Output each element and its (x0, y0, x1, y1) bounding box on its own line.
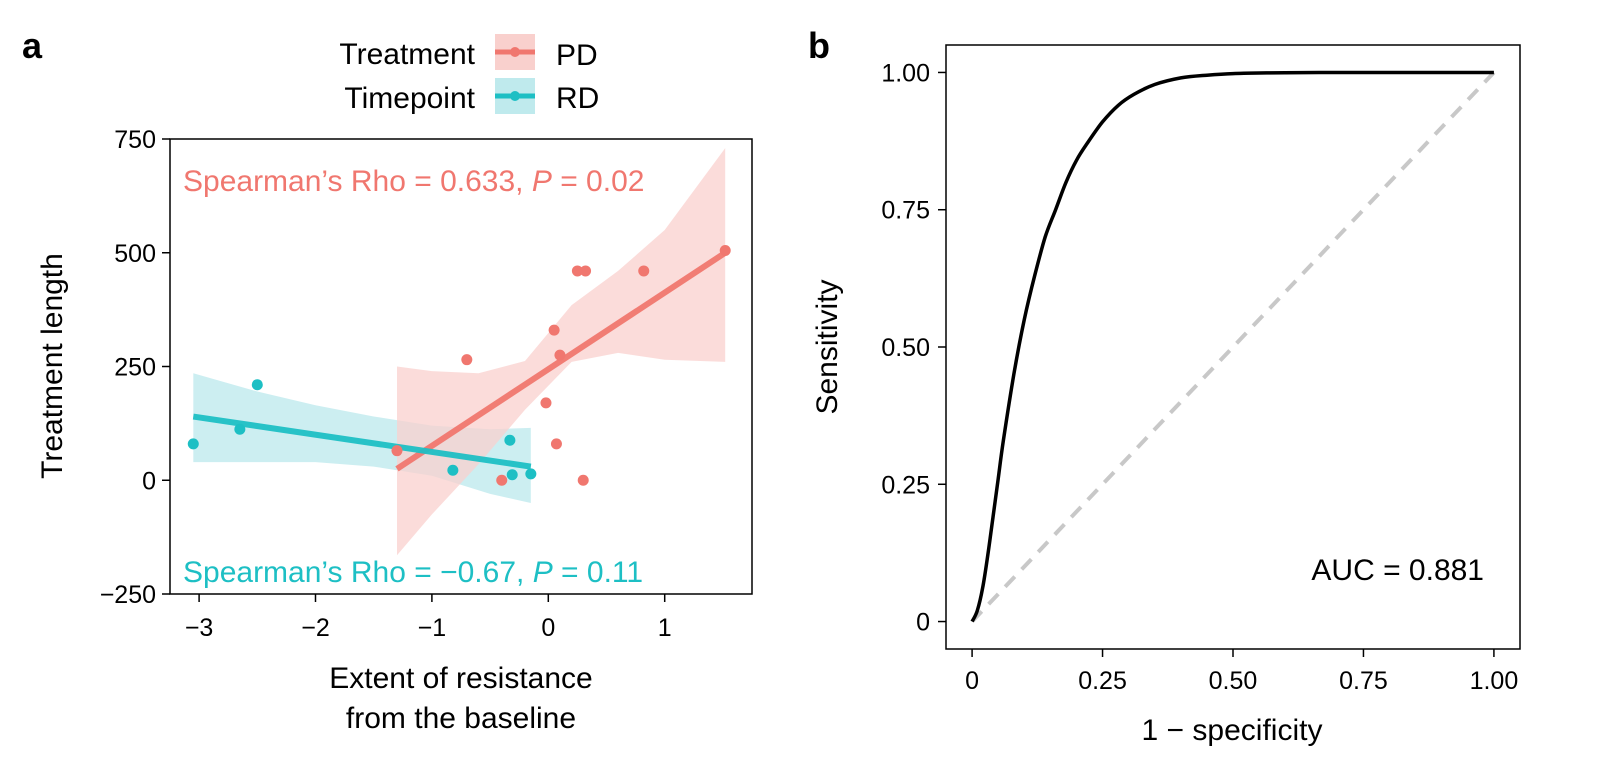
y-axis-a: −250 0 250 500 750 (100, 126, 170, 609)
x-axis-title-a-line2: from the baseline (346, 702, 576, 735)
y-tick-label-a-1: 0 (142, 467, 156, 495)
data-point-rd-3 (447, 464, 459, 476)
data-point-pd-5 (550, 438, 562, 450)
x-axis-a: −3 −2 −1 0 1 (185, 594, 672, 642)
plot-frame-a (169, 138, 753, 595)
y-tick-label-b-3: 0.75 (881, 197, 930, 225)
x-tick-label-b-2: 0.50 (1209, 667, 1258, 695)
legend-title-timepoint: Timepoint (344, 82, 475, 115)
data-point-pd-7 (577, 474, 589, 486)
data-point-pd-4 (548, 324, 560, 336)
x-axis-b: 0 0.25 0.50 0.75 1.00 (965, 649, 1518, 695)
data-point-pd-10 (638, 265, 650, 277)
x-tick-label-b-1: 0.25 (1078, 667, 1127, 695)
data-point-pd-11 (719, 244, 731, 256)
x-tick-label-a-0: −3 (185, 614, 214, 642)
x-axis-title-a-line1: Extent of resistance (329, 662, 592, 695)
x-tick-label-a-3: 0 (541, 614, 555, 642)
fit-lines (192, 250, 727, 472)
data-point-pd-6 (554, 349, 566, 361)
data-point-rd-4 (504, 434, 516, 446)
y-axis-b: 0 0.25 0.50 0.75 1.00 (881, 59, 946, 637)
y-axis-title-a: Treatment length (36, 253, 69, 479)
y-tick-label-b-0: 0 (916, 609, 930, 637)
legend-title-treatment: Treatment (339, 38, 475, 71)
x-tick-label-b-4: 1.00 (1470, 667, 1519, 695)
annotation-rd-spearman: Spearman’s Rho = −0.67, P = 0.11 (183, 556, 643, 589)
legend-key-rd-point (510, 91, 520, 101)
y-tick-label-a-3: 500 (114, 240, 156, 268)
data-point-rd-6 (525, 468, 537, 480)
panel-b-roc: 0 0.25 0.50 0.75 1.00 0 0.25 0.50 0.75 1.00 AUC … (811, 44, 1521, 747)
data-point-pd-0 (391, 445, 403, 457)
y-tick-label-a-2: 250 (114, 354, 156, 382)
y-tick-label-a-0: −250 (100, 581, 156, 609)
legend-label-rd: RD (556, 82, 599, 115)
panel-a-label: a (22, 25, 43, 66)
data-point-pd-8 (571, 265, 583, 277)
fit-line-rd (192, 413, 532, 470)
roc-curve (970, 70, 1494, 623)
x-tick-label-b-0: 0 (965, 667, 979, 695)
x-tick-label-a-1: −2 (301, 614, 330, 642)
panel-a-scatter: −250 0 250 500 750 −3 −2 −1 0 1 Spearman’s Rho =… (36, 126, 753, 735)
x-tick-label-b-3: 0.75 (1339, 667, 1388, 695)
y-axis-title-b: Sensitivity (811, 279, 844, 414)
data-point-rd-5 (506, 469, 518, 481)
y-tick-label-b-1: 0.25 (881, 471, 930, 499)
legend-a: Treatment Timepoint PD RD (339, 34, 599, 115)
data-point-pd-9 (580, 265, 592, 277)
reference-diagonal (970, 71, 1496, 623)
y-tick-label-b-2: 0.50 (881, 334, 930, 362)
fit-line-pd (395, 250, 727, 472)
y-tick-label-a-4: 750 (114, 126, 156, 154)
x-axis-title-b: 1 − specificity (1142, 714, 1323, 747)
annotation-pd-spearman: Spearman’s Rho = 0.633, P = 0.02 (183, 165, 644, 198)
x-tick-label-a-4: 1 (658, 614, 672, 642)
data-point-rd-0 (187, 438, 199, 450)
data-points (187, 244, 731, 486)
data-point-pd-1 (461, 354, 473, 366)
legend-label-pd: PD (556, 39, 598, 72)
data-point-rd-1 (234, 423, 246, 435)
data-point-pd-2 (496, 474, 508, 486)
y-tick-label-b-4: 1.00 (881, 59, 930, 87)
auc-annotation: AUC = 0.881 (1311, 554, 1484, 587)
x-tick-label-a-2: −1 (418, 614, 447, 642)
confidence-bands (193, 148, 726, 556)
legend-key-pd-point (510, 47, 520, 57)
data-point-rd-2 (251, 379, 263, 391)
data-point-pd-3 (540, 397, 552, 409)
panel-b-label: b (808, 25, 830, 66)
